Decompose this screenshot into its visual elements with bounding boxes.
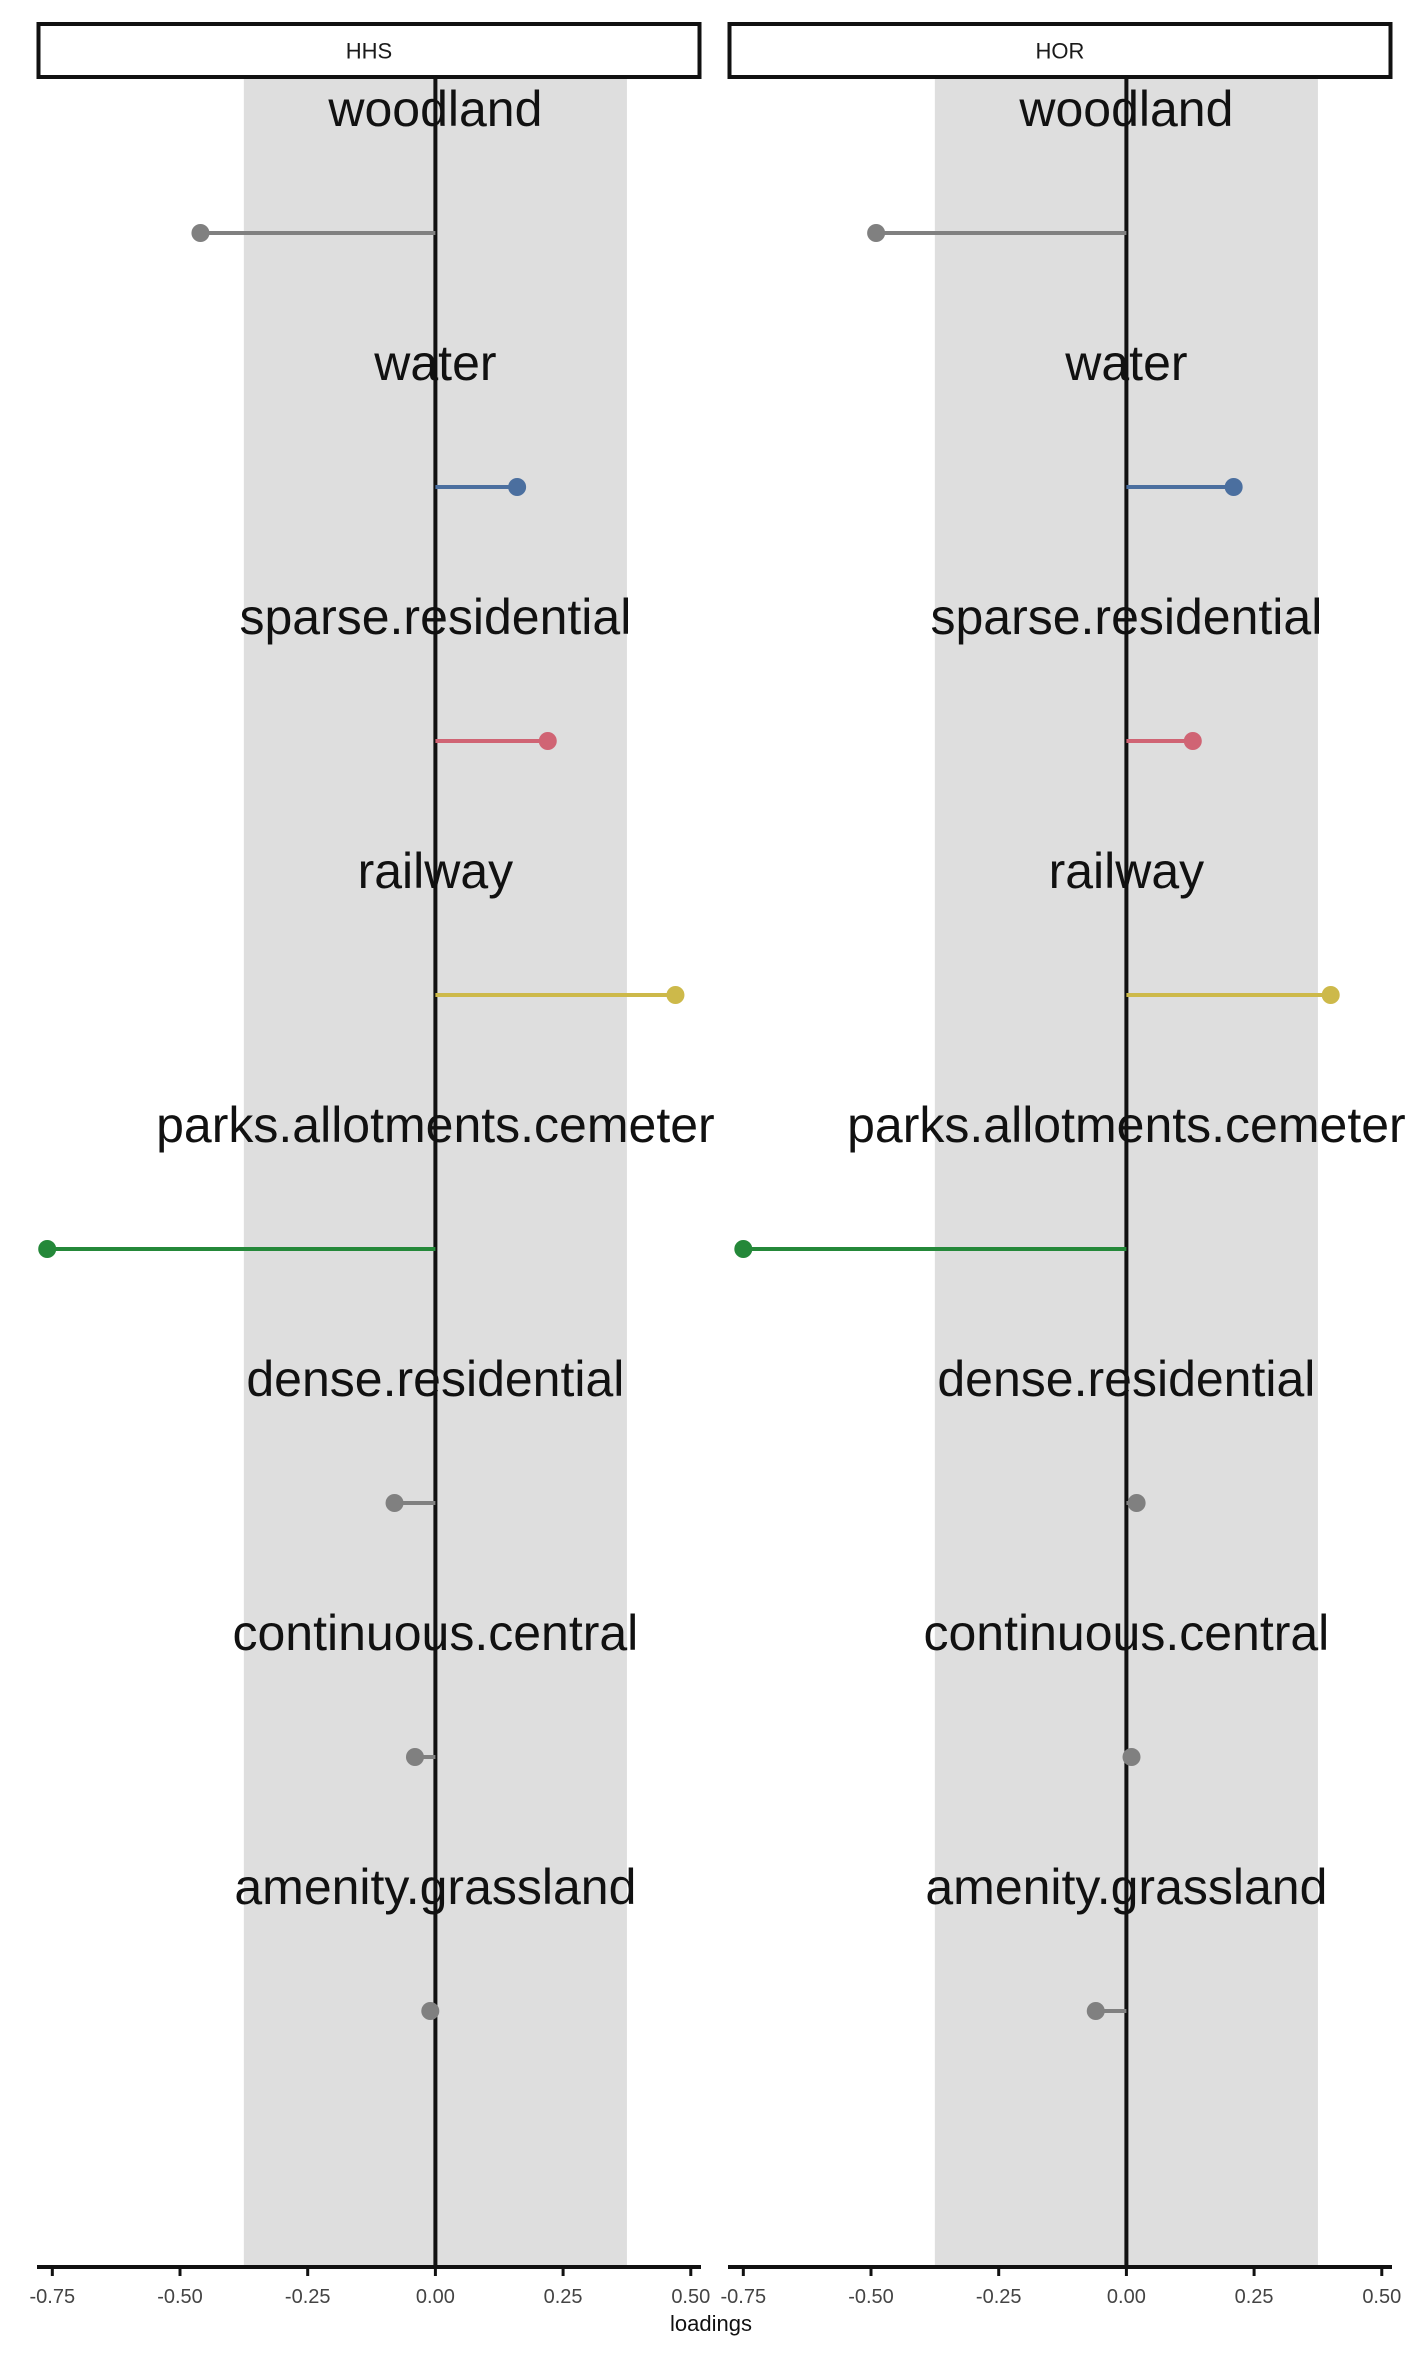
- facet-strip: [727, 22, 1393, 79]
- category-label: sparse.residential: [930, 589, 1322, 645]
- x-tick-label: 0.50: [1362, 2286, 1401, 2308]
- panel-hor: HOR woodland water sparse.residential railwa…: [721, 22, 1406, 2308]
- lollipop-point: [385, 1494, 404, 1512]
- lollipop-point: [38, 1240, 57, 1258]
- category-label: woodland: [327, 81, 542, 137]
- lollipop-point: [666, 986, 685, 1004]
- category-label: continuous.central: [232, 1605, 638, 1661]
- lollipop-point: [538, 732, 557, 750]
- lollipop-point: [1183, 732, 1202, 750]
- category-label: parks.allotments.cemeter: [156, 1097, 715, 1153]
- lollipop-point: [508, 478, 527, 496]
- lollipop-point: [734, 1240, 753, 1258]
- category-label: dense.residential: [937, 1351, 1315, 1407]
- category-label: water: [373, 335, 496, 391]
- lollipop-point: [1086, 2002, 1105, 2020]
- x-tick-label: -0.75: [30, 2286, 76, 2308]
- x-tick-label: 0.00: [416, 2286, 455, 2308]
- lollipop-point: [1127, 1494, 1146, 1512]
- lollipop-point: [1224, 478, 1243, 496]
- category-label: amenity.grassland: [234, 1859, 636, 1915]
- x-tick-label: -0.50: [157, 2286, 203, 2308]
- category-label: parks.allotments.cemeter: [847, 1097, 1406, 1153]
- category-label: amenity.grassland: [925, 1859, 1327, 1915]
- category-label: woodland: [1018, 81, 1233, 137]
- lollipop-point: [421, 2002, 440, 2020]
- category-label: dense.residential: [246, 1351, 624, 1407]
- category-label: continuous.central: [923, 1605, 1329, 1661]
- lollipop-point: [191, 224, 210, 242]
- category-label: sparse.residential: [239, 589, 631, 645]
- lollipop-point: [1321, 986, 1340, 1004]
- x-tick-label: -0.25: [285, 2286, 331, 2308]
- x-tick-label: 0.25: [1235, 2286, 1274, 2308]
- category-label: railway: [1049, 843, 1205, 899]
- facet-strip-label: HOR: [1036, 39, 1085, 64]
- x-tick-label: -0.75: [721, 2286, 767, 2308]
- x-tick-label: -0.50: [848, 2286, 894, 2308]
- x-axis-title: loadings: [670, 2311, 752, 2336]
- lollipop-point: [1122, 1748, 1141, 1766]
- facet-strip: [36, 22, 702, 79]
- x-tick-label: 0.25: [544, 2286, 583, 2308]
- x-tick-label: -0.25: [976, 2286, 1022, 2308]
- x-tick-label: 0.00: [1107, 2286, 1146, 2308]
- lollipop-point: [867, 224, 886, 242]
- x-tick-label: 0.50: [671, 2286, 710, 2308]
- lollipop-point: [405, 1748, 424, 1766]
- facet-strip-label: HHS: [346, 39, 392, 64]
- panels-layer: HHS woodland water sparse.residential railwa…: [30, 22, 1406, 2308]
- category-label: railway: [358, 843, 514, 899]
- panel-hhs: HHS woodland water sparse.residential railwa…: [30, 22, 715, 2308]
- category-label: water: [1064, 335, 1187, 391]
